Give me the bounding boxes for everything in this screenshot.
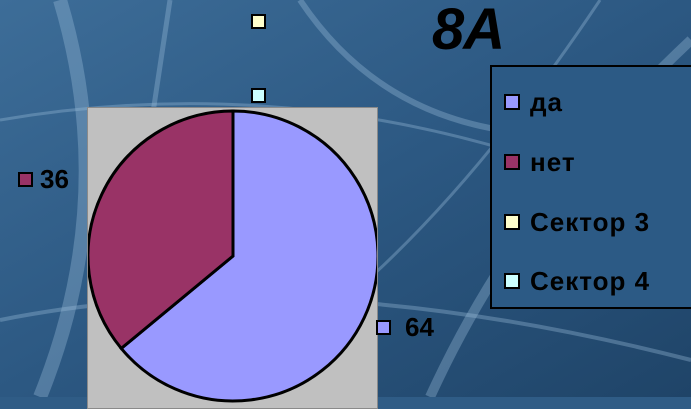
data-label-net: 36 xyxy=(40,164,69,194)
legend-label-sector3: Сектор 3 xyxy=(530,207,651,237)
data-label-da: 64 xyxy=(405,312,434,342)
legend-swatch-sector3 xyxy=(504,214,520,230)
legend-label-net: нет xyxy=(530,147,576,177)
legend-label-da: да xyxy=(530,87,563,117)
data-label-marker-sector3 xyxy=(251,14,266,29)
pie-slice-da xyxy=(119,109,377,403)
legend-swatch-sector4 xyxy=(504,273,520,289)
pie-slice-net xyxy=(88,109,235,351)
legend-label-sector4: Сектор 4 xyxy=(530,266,651,296)
data-label-marker-da xyxy=(376,320,391,335)
data-label-marker-net xyxy=(18,172,33,187)
legend-swatch-net xyxy=(504,154,520,170)
legend-swatch-da xyxy=(504,94,520,110)
chart-legend: да нет Сектор 3 Сектор 4 xyxy=(490,65,691,309)
plot-area xyxy=(87,107,378,409)
pie-chart xyxy=(88,109,377,403)
chart-title: 8А xyxy=(432,0,505,62)
data-label-marker-sector4 xyxy=(251,88,266,103)
